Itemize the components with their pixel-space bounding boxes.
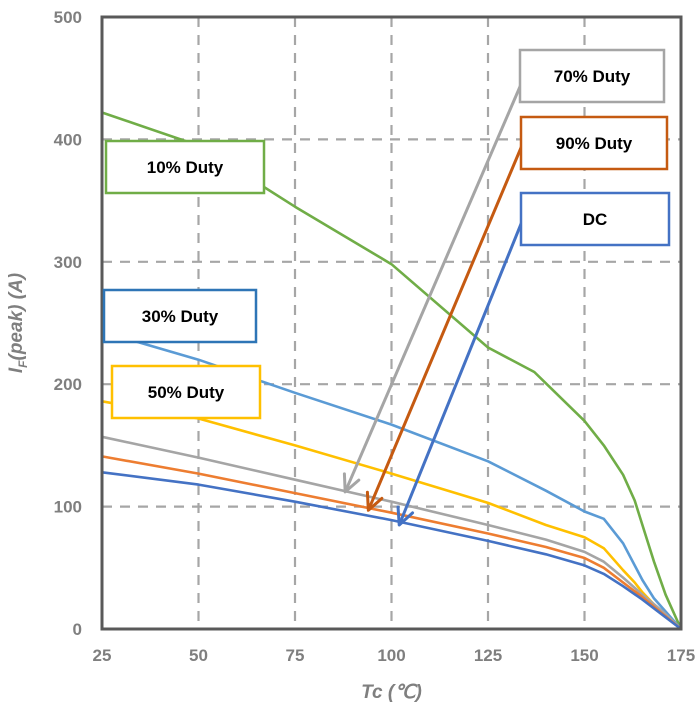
x-tick-label: 50 — [189, 646, 208, 665]
arrows — [342, 81, 525, 527]
callout-label: DC — [583, 210, 608, 229]
y-tick-label: 200 — [54, 375, 82, 394]
callout: 10% Duty — [104, 139, 266, 195]
arrow — [365, 142, 525, 512]
arrow-shaft — [343, 81, 524, 493]
callout: 70% Duty — [518, 48, 666, 104]
y-axis-title: IF(peak) (A) — [6, 273, 30, 373]
series-line — [101, 435, 682, 630]
series-line — [101, 330, 682, 630]
x-tick-label: 125 — [474, 646, 502, 665]
series-line — [101, 111, 683, 630]
arrow-shaft — [366, 142, 525, 511]
callout: 50% Duty — [110, 364, 262, 420]
series-lines — [101, 111, 683, 631]
series-line — [101, 471, 682, 631]
tick-labels: 25 50 75 100 125 150 175 0 100 200 300 400 500 — [54, 8, 696, 665]
series-line — [101, 400, 682, 630]
callout: 90% Duty — [519, 115, 669, 171]
x-axis-title: Tc (℃) — [361, 682, 422, 703]
callouts: 10% Duty 30% Duty 50% Duty 70% Duty 90% Duty… — [102, 48, 671, 420]
arrow — [396, 218, 525, 527]
callout-label: 50% Duty — [148, 383, 225, 402]
plot-border — [100, 15, 683, 631]
callout-box — [519, 115, 669, 171]
arrow — [342, 81, 524, 494]
arrow-head — [342, 472, 361, 494]
y-tick-label: 400 — [54, 130, 82, 149]
x-tick-label: 175 — [667, 646, 695, 665]
arrow-head — [365, 490, 384, 512]
y-tick-label: 100 — [54, 498, 82, 517]
callout: DC — [519, 191, 671, 247]
series-line — [101, 455, 682, 631]
callout: 30% Duty — [102, 288, 258, 344]
callout-label: 30% Duty — [142, 307, 219, 326]
x-tick-label: 100 — [377, 646, 405, 665]
callout-box — [102, 288, 258, 344]
callout-box — [110, 364, 262, 420]
callout-label: 10% Duty — [147, 158, 224, 177]
callout-box — [518, 48, 666, 104]
y-tick-label: 500 — [54, 8, 82, 27]
x-tick-label: 150 — [570, 646, 598, 665]
callout-box — [104, 139, 266, 195]
callout-label: 90% Duty — [556, 134, 633, 153]
y-tick-label: 0 — [73, 620, 82, 639]
y-axis-title-subscript: F — [16, 360, 30, 368]
x-tick-label: 25 — [93, 646, 112, 665]
arrow-shaft — [397, 218, 525, 526]
x-tick-label: 75 — [286, 646, 305, 665]
y-axis-title-main: I — [6, 367, 27, 373]
y-axis-title-rest: (peak) (A) — [6, 273, 27, 361]
arrow-head — [396, 505, 415, 527]
axis-titles: Tc (℃) IF(peak) (A) — [6, 273, 422, 703]
callout-box — [519, 191, 671, 247]
y-tick-label: 300 — [54, 253, 82, 272]
callout-label: 70% Duty — [554, 67, 631, 86]
